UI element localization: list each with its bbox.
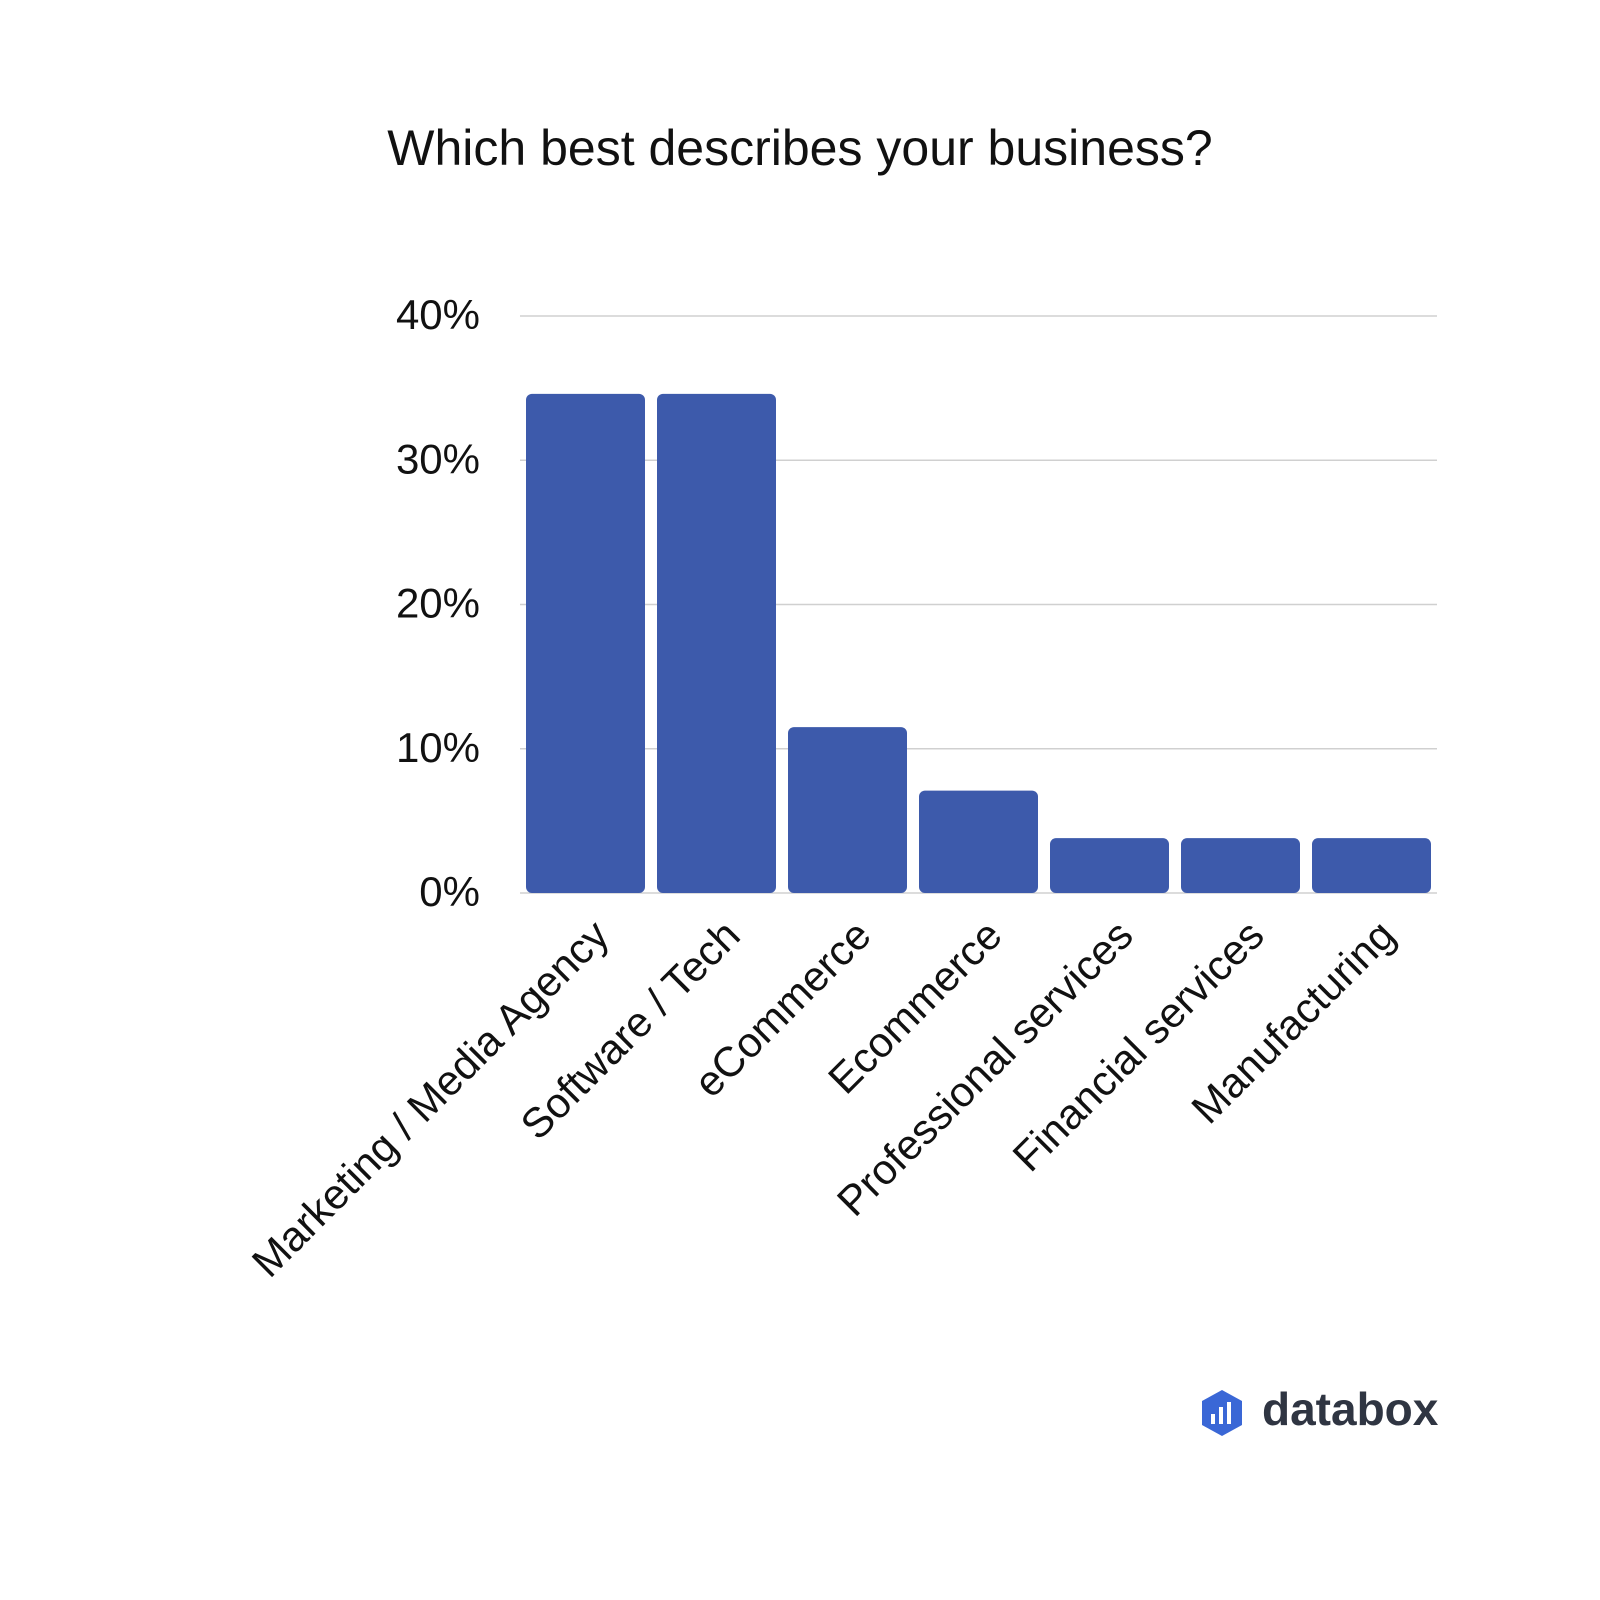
- chart-title: Which best describes your business?: [387, 120, 1212, 176]
- bar: [657, 393, 776, 893]
- bar: [1181, 838, 1300, 893]
- y-tick-label: 40%: [396, 291, 480, 338]
- bar: [788, 727, 907, 893]
- y-tick-label: 30%: [396, 435, 480, 482]
- logo: databox: [1202, 1383, 1439, 1436]
- logo-icon-bar: [1211, 1414, 1215, 1424]
- bar: [526, 393, 645, 893]
- logo-icon-bar: [1219, 1407, 1223, 1424]
- y-tick-label: 20%: [396, 580, 480, 627]
- logo-icon-bar: [1227, 1402, 1231, 1424]
- bar: [919, 790, 1038, 893]
- x-tick-label: Financial services: [1003, 911, 1272, 1180]
- bar: [1050, 838, 1169, 893]
- logo-text: databox: [1262, 1383, 1439, 1435]
- x-tick-label: Software / Tech: [511, 911, 748, 1148]
- y-tick-label: 0%: [419, 868, 480, 915]
- y-tick-label: 10%: [396, 724, 480, 771]
- bar: [1312, 838, 1431, 893]
